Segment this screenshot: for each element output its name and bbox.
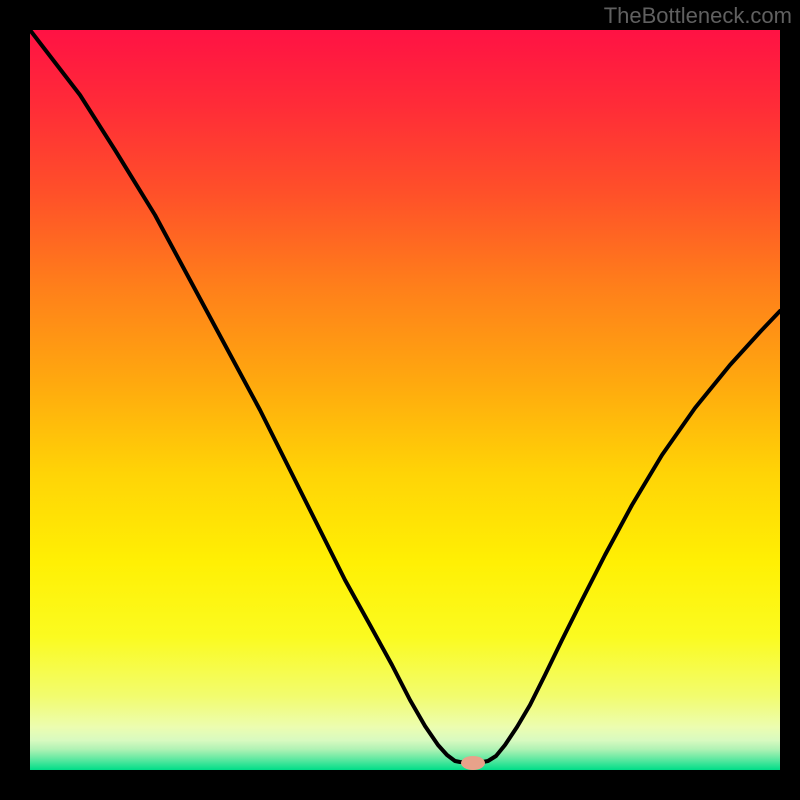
chart-container: TheBottleneck.com <box>0 0 800 800</box>
optimal-point-marker <box>461 756 485 770</box>
watermark-text: TheBottleneck.com <box>604 3 792 29</box>
plot-svg <box>0 0 800 800</box>
gradient-background <box>30 30 780 770</box>
